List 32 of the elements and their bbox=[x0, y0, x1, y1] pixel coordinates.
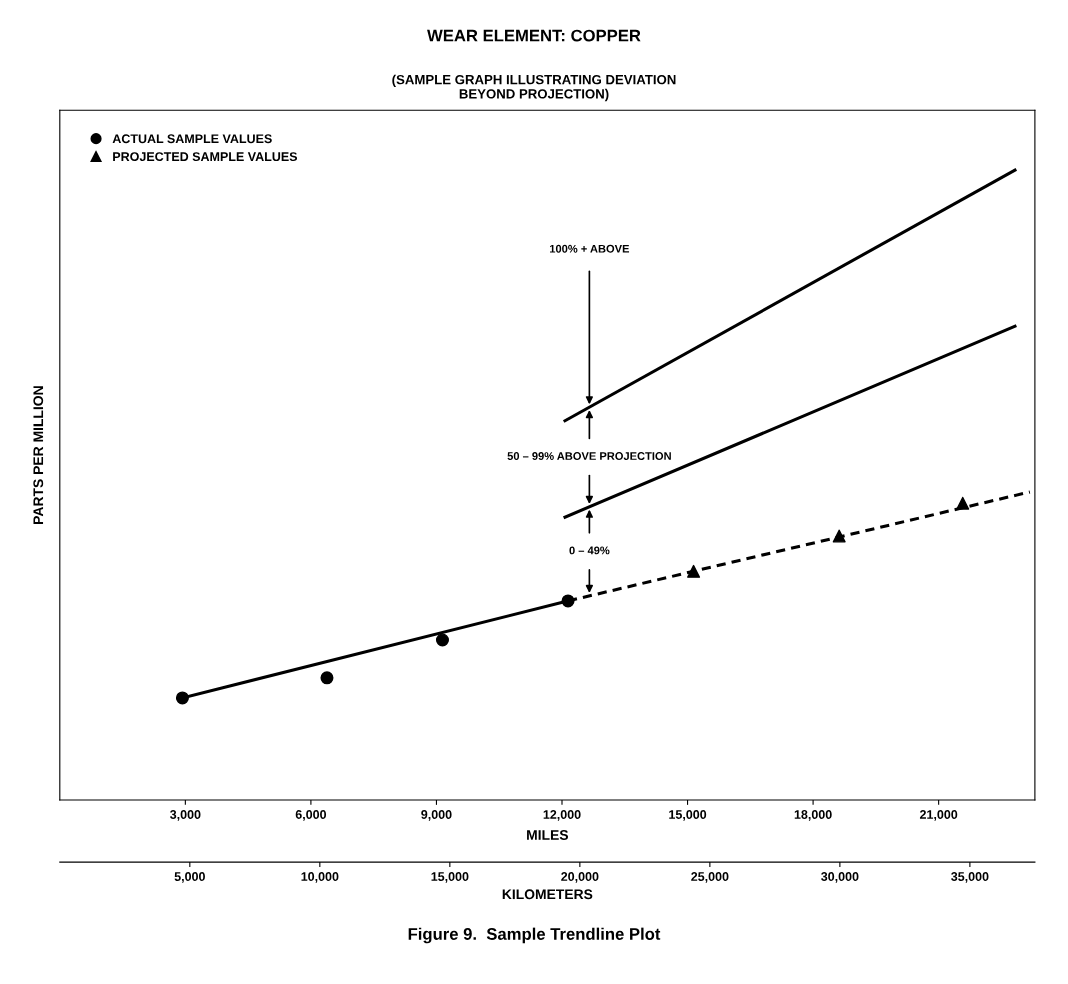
annotation: 50 – 99% ABOVE PROJECTION bbox=[507, 452, 671, 460]
x-axis-title: MILES bbox=[527, 830, 569, 840]
annotation: 0 – 49% bbox=[569, 546, 610, 555]
x-tick-label: 18,000 bbox=[794, 810, 832, 821]
chart-title: WEAR ELEMENT: COPPER bbox=[427, 29, 641, 42]
legend-label: ACTUAL SAMPLE VALUES bbox=[112, 134, 272, 144]
legend-label: PROJECTED SAMPLE VALUES bbox=[113, 152, 298, 162]
x2-tick-label: 5,000 bbox=[174, 872, 205, 883]
point bbox=[435, 633, 449, 647]
point bbox=[687, 564, 701, 578]
caption: Figure 9. Sample Trendline Plot bbox=[408, 927, 661, 944]
x2-tick-label: 25,000 bbox=[691, 872, 729, 883]
point bbox=[561, 594, 575, 608]
x2-tick-label: 30,000 bbox=[821, 872, 859, 883]
x2-axis-title: KILOMETERS bbox=[502, 889, 593, 900]
x-tick-label: 9,000 bbox=[421, 810, 452, 821]
chart-subtitle: (SAMPLE GRAPH ILLUSTRATING DEVIATION BEYOND PROJECTION) bbox=[392, 74, 676, 102]
x2-tick-label: 15,000 bbox=[431, 872, 469, 883]
x-tick-label: 6,000 bbox=[295, 810, 327, 821]
x2-tick-label: 35,000 bbox=[951, 872, 989, 883]
annotation: 100% + ABOVE bbox=[550, 244, 630, 253]
point bbox=[832, 529, 846, 543]
point bbox=[320, 671, 334, 685]
x2-tick-label: 20,000 bbox=[561, 872, 599, 883]
y-axis-title: PARTS PER MILLION bbox=[33, 386, 44, 524]
x2-tick-label: 10,000 bbox=[301, 872, 339, 883]
x-tick-label: 21,000 bbox=[919, 810, 958, 821]
x-tick-label: 12,000 bbox=[543, 810, 581, 821]
x-tick-label: 15,000 bbox=[669, 810, 707, 821]
point bbox=[956, 496, 970, 510]
point bbox=[175, 691, 189, 705]
x-tick-label: 3,000 bbox=[170, 810, 201, 821]
